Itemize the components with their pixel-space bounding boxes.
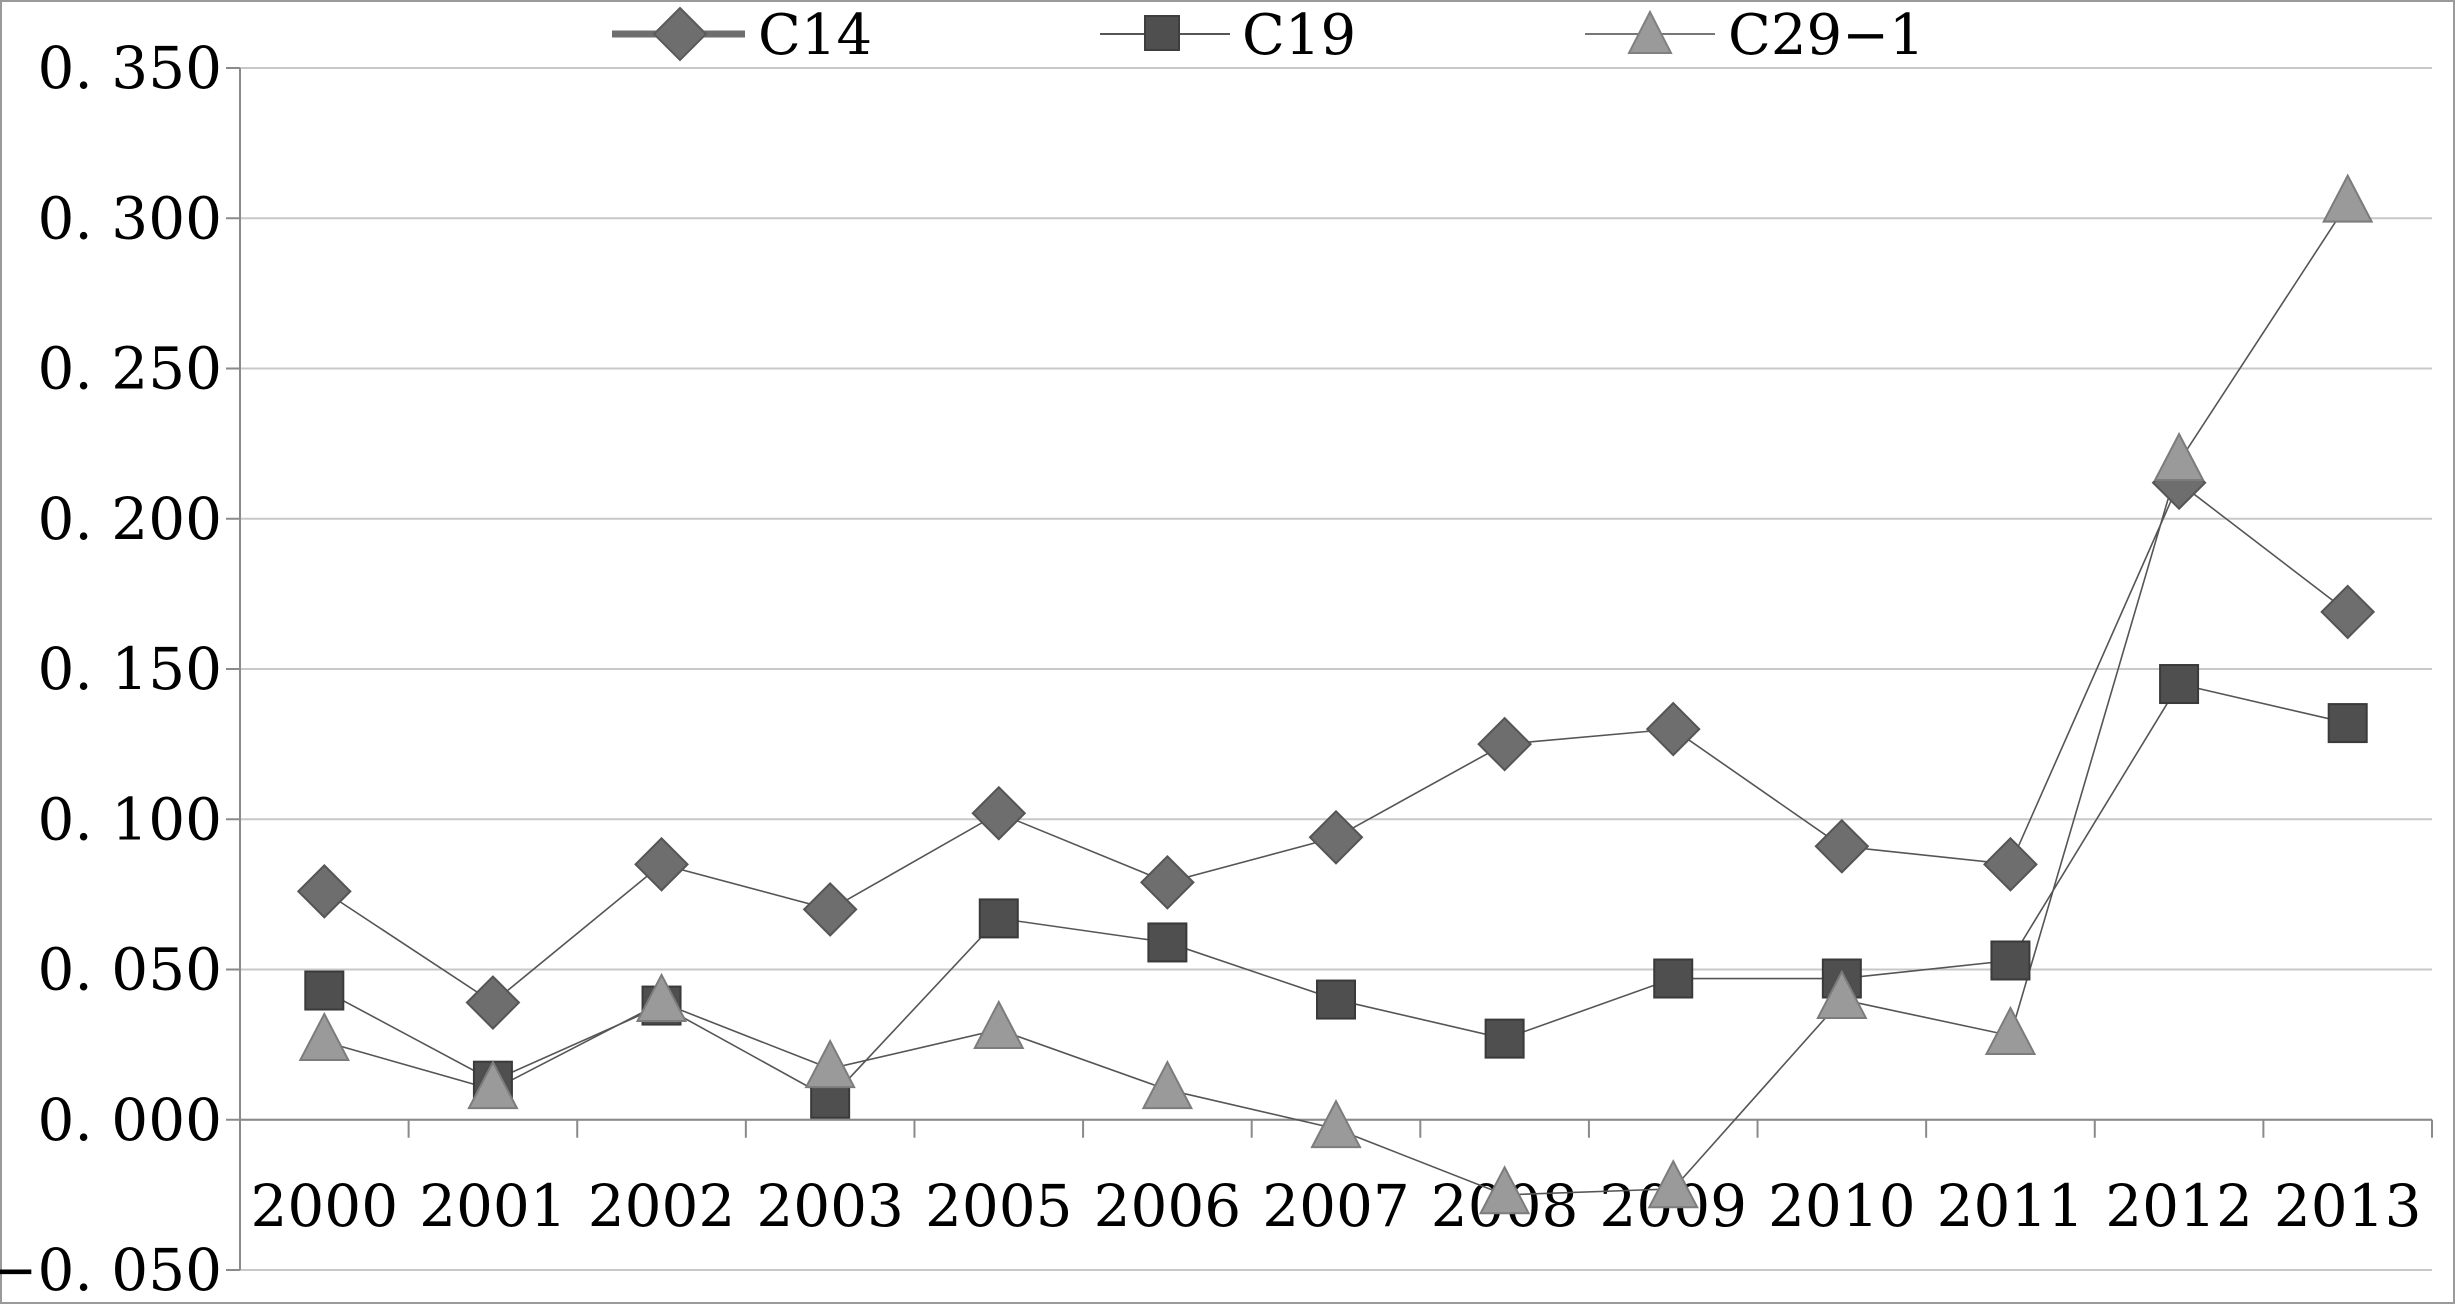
data-point-diamond (465, 975, 521, 1030)
data-point-triangle (1310, 1099, 1362, 1149)
x-tick-label: 2002 (588, 1172, 736, 1240)
data-point-triangle (467, 1059, 519, 1110)
legend-triangle-icon (1627, 9, 1673, 54)
legend-label-c29-1: C29−1 (1728, 3, 1925, 68)
series-markers-c29-1 (298, 173, 2374, 1215)
data-point-triangle (804, 1038, 856, 1089)
data-point-diamond (634, 836, 689, 892)
y-tick-label: 0. 250 (38, 335, 222, 403)
x-tick-label: 2005 (925, 1172, 1073, 1240)
legend-item-c14: C14 (612, 3, 872, 68)
y-tick-label: 0. 100 (38, 785, 222, 853)
x-tick-label: 2012 (2105, 1172, 2253, 1240)
y-tick-label: 0. 150 (38, 635, 222, 703)
x-tick-label: 2011 (1937, 1172, 2085, 1240)
y-tick-label: 0. 000 (38, 1086, 222, 1154)
data-point-triangle (1647, 1159, 1699, 1209)
data-point-square (978, 898, 1019, 939)
y-tick-label: −0. 050 (0, 1236, 222, 1304)
data-point-diamond (296, 863, 352, 919)
legend-label-c19: C19 (1242, 3, 1356, 68)
data-point-diamond (1814, 818, 1870, 874)
data-point-triangle (298, 1011, 350, 1062)
x-tick-label: 2006 (1094, 1172, 1242, 1240)
x-tick-label: 2010 (1768, 1172, 1916, 1240)
y-tick-label: 0. 050 (38, 936, 222, 1004)
data-point-triangle (2322, 173, 2374, 223)
legend-item-c19: C19 (1100, 3, 1356, 68)
x-tick-label: 2000 (251, 1172, 399, 1240)
data-point-diamond (2320, 584, 2376, 640)
data-point-square (1653, 958, 1694, 999)
legend-label-c14: C14 (758, 3, 872, 68)
data-point-triangle (1984, 1005, 2037, 1056)
data-point-diamond (1645, 701, 1701, 757)
x-tick-label: 2007 (1262, 1172, 1410, 1240)
data-point-triangle (2153, 431, 2205, 482)
data-point-diamond (802, 881, 858, 937)
data-point-square (1484, 1018, 1525, 1059)
data-point-square (1147, 922, 1188, 963)
data-point-square (2327, 703, 2368, 744)
series-layer (296, 173, 2376, 1215)
data-point-triangle (1478, 1165, 1531, 1215)
y-tick-label: 0. 350 (38, 34, 222, 102)
legend-item-c29-1: C29−1 (1585, 3, 1925, 68)
data-point-square (2159, 664, 2200, 705)
data-point-triangle (1141, 1059, 1194, 1110)
y-tick-label: 0. 200 (38, 485, 222, 553)
data-point-diamond (1477, 716, 1533, 772)
data-point-diamond (1139, 854, 1195, 910)
data-point-diamond (1983, 836, 2038, 892)
data-point-diamond (971, 785, 1027, 841)
x-tick-label: 2003 (756, 1172, 904, 1240)
data-point-triangle (1816, 969, 1868, 1019)
data-point-diamond (1308, 809, 1364, 865)
data-point-triangle (635, 972, 688, 1022)
data-point-square (304, 970, 345, 1011)
legend-square-icon (1144, 15, 1180, 51)
data-point-triangle (973, 999, 1025, 1049)
x-tick-label: 2001 (419, 1172, 567, 1240)
data-point-square (1316, 979, 1356, 1020)
y-tick-label: 0. 300 (38, 184, 222, 252)
x-tick-label: 2013 (2274, 1172, 2422, 1240)
legend-diamond-icon (652, 6, 708, 62)
data-point-square (1990, 940, 2031, 981)
legend: C14 C19 C29−1 (612, 3, 1925, 68)
series-markers-c14 (296, 455, 2376, 1030)
